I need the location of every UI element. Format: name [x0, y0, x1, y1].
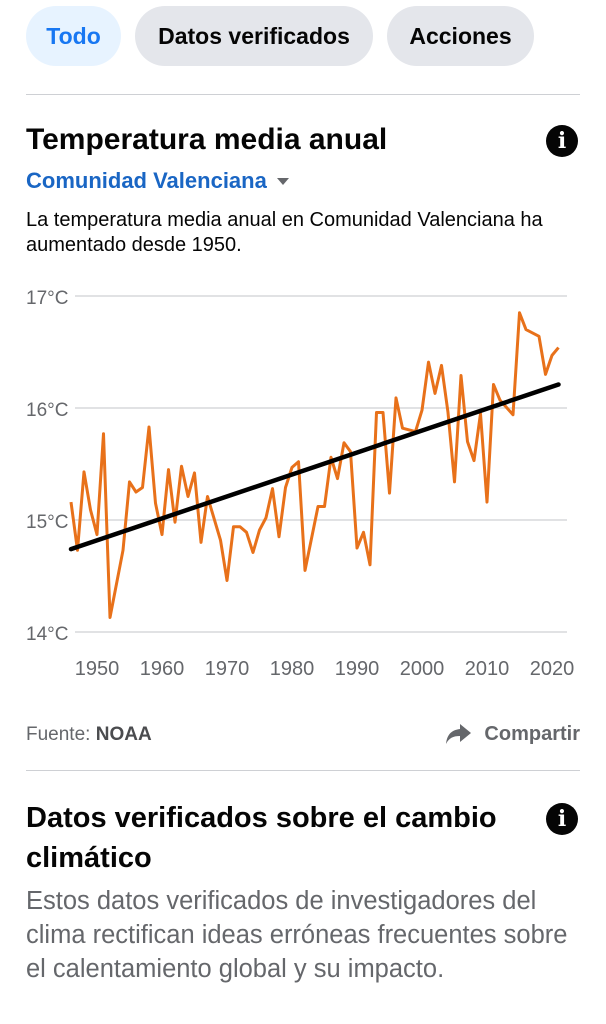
tab-todo[interactable]: Todo	[26, 6, 121, 66]
region-label: Comunidad Valenciana	[26, 168, 267, 193]
x-tick-label: 2010	[465, 658, 510, 680]
region-selector[interactable]: Comunidad Valenciana	[26, 168, 289, 194]
x-tick-label: 1960	[140, 658, 185, 680]
divider	[26, 94, 580, 95]
x-tick-label: 1980	[270, 658, 315, 680]
y-tick-label: 17°C	[26, 288, 68, 309]
x-tick-label: 2000	[400, 658, 445, 680]
tab-acciones[interactable]: Acciones	[387, 6, 534, 66]
card-title: Temperatura media anual	[26, 123, 388, 156]
share-button[interactable]: Compartir	[444, 722, 580, 746]
card-description: La temperatura media anual en Comunidad …	[26, 209, 543, 256]
info-icon[interactable]: i	[546, 125, 578, 157]
share-label: Compartir	[484, 722, 580, 745]
section-body: Estos datos verificados de investigadore…	[26, 887, 568, 983]
caret-down-icon	[276, 177, 289, 185]
source-name[interactable]: NOAA	[95, 724, 152, 745]
y-tick-label: 15°C	[26, 512, 68, 533]
x-tick-label: 1990	[335, 658, 380, 680]
source-label: Fuente:	[26, 724, 91, 745]
trend-line	[68, 382, 561, 552]
y-tick-label: 16°C	[26, 400, 68, 421]
divider	[26, 770, 580, 771]
source: Fuente: NOAA	[26, 724, 152, 746]
x-tick-label: 1970	[205, 658, 250, 680]
x-tick-label: 1950	[75, 658, 120, 680]
y-tick-label: 14°C	[26, 624, 68, 645]
x-tick-label: 2020	[530, 658, 575, 680]
tab-datos-verificados[interactable]: Datos verificados	[135, 6, 373, 66]
info-icon[interactable]: i	[546, 803, 578, 835]
share-arrow-icon	[446, 724, 472, 744]
temperature-chart: 17°C 16°C 15°C 14°C 1950 1960 1970 1980 1990 2000…	[26, 288, 575, 680]
section-title: Datos verificados sobre el cambio climát…	[26, 802, 497, 874]
